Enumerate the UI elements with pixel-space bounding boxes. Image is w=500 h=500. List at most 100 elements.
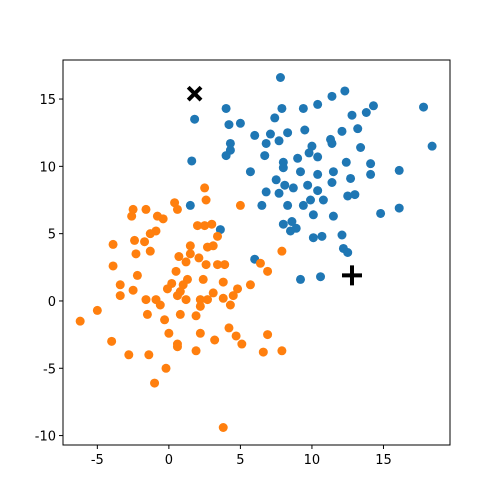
point (233, 284, 243, 294)
point (235, 118, 245, 128)
point (265, 129, 275, 139)
point (192, 221, 202, 231)
point (257, 200, 267, 210)
point (141, 204, 151, 214)
point (293, 153, 303, 163)
point (278, 163, 288, 173)
point (75, 316, 85, 326)
point (263, 330, 273, 340)
point (341, 157, 351, 167)
point (191, 346, 201, 356)
point (224, 323, 234, 333)
point (178, 280, 188, 290)
point (263, 266, 273, 276)
point (295, 167, 305, 177)
point (274, 188, 284, 198)
point (327, 178, 337, 187)
point (313, 186, 323, 196)
point (304, 148, 314, 158)
point (288, 183, 298, 193)
point (175, 309, 185, 319)
point (275, 73, 285, 82)
point (142, 309, 152, 319)
point (283, 128, 293, 138)
point (318, 195, 328, 205)
point (141, 295, 151, 305)
point (185, 200, 195, 210)
point (285, 226, 295, 236)
point (277, 346, 287, 356)
point (128, 285, 138, 295)
point (170, 198, 180, 208)
y-tick-label: -5 (43, 362, 56, 377)
point (151, 295, 161, 305)
point (260, 151, 270, 161)
y-tick-label: -10 (35, 430, 56, 445)
point (350, 190, 360, 200)
plot-frame (62, 59, 451, 446)
point (225, 138, 235, 148)
point (271, 175, 281, 185)
point (108, 261, 118, 271)
point (328, 211, 338, 221)
point (245, 280, 255, 290)
point (255, 258, 265, 268)
point (208, 288, 218, 298)
point (317, 231, 327, 241)
point (298, 103, 308, 113)
point (220, 260, 230, 270)
point (144, 350, 154, 360)
point (343, 191, 353, 201)
point (145, 229, 155, 239)
point (150, 378, 160, 388)
point (115, 291, 125, 301)
point (277, 246, 287, 256)
point (316, 272, 326, 282)
point (185, 241, 195, 251)
point (194, 253, 204, 263)
point (127, 211, 137, 221)
point (287, 217, 297, 227)
marker-plus (341, 265, 362, 286)
point (190, 114, 200, 124)
point (185, 249, 195, 259)
point (198, 274, 208, 284)
point (245, 167, 255, 177)
point (107, 336, 117, 346)
point (115, 280, 125, 290)
point (347, 110, 357, 120)
point (328, 167, 338, 177)
point (235, 200, 245, 210)
point (164, 328, 174, 338)
x-tick-label: 15 (375, 453, 392, 468)
point (313, 169, 323, 179)
point (221, 151, 231, 161)
point (195, 301, 205, 311)
point (215, 225, 225, 235)
point (419, 102, 429, 112)
point (201, 195, 211, 205)
point (295, 274, 305, 284)
point (298, 200, 308, 210)
point (280, 180, 290, 190)
point (158, 214, 168, 224)
point (343, 248, 353, 257)
x-tick-label: 0 (165, 453, 173, 468)
point (213, 260, 223, 270)
point (228, 291, 238, 301)
point (200, 183, 210, 193)
point (172, 291, 182, 301)
point (145, 246, 155, 256)
point (131, 249, 141, 259)
point (172, 342, 182, 352)
point (270, 113, 280, 123)
point (303, 180, 313, 190)
point (218, 277, 228, 287)
point (213, 231, 223, 241)
x-tick-label: 10 (304, 453, 321, 468)
point (250, 130, 260, 140)
point (202, 242, 212, 252)
point (160, 315, 170, 325)
point (353, 124, 363, 134)
point (195, 295, 205, 305)
